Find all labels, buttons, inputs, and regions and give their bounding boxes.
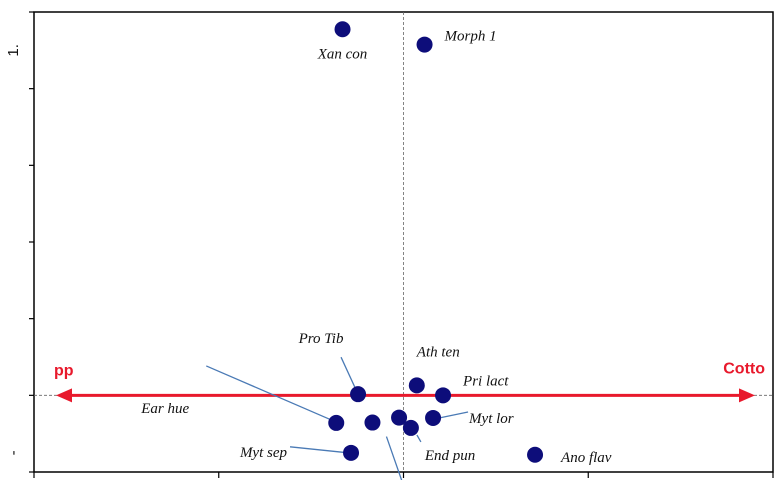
leader-line-10 — [416, 434, 422, 443]
point-label-1: Morph 1 — [444, 29, 497, 45]
arrow-label-right: Cotto — [723, 360, 765, 377]
data-point-7 — [408, 377, 425, 394]
arrow-head-right — [739, 388, 755, 403]
data-point-8 — [435, 387, 452, 404]
point-label-4: Myt sep — [239, 445, 288, 461]
leader-line-9 — [438, 411, 469, 419]
leader-line-3 — [205, 365, 332, 421]
data-point-10 — [402, 419, 419, 436]
data-point-5 — [364, 414, 381, 431]
data-point-3 — [328, 414, 345, 431]
data-point-2 — [350, 386, 367, 403]
data-point-9 — [425, 409, 442, 426]
arrow-head-left — [56, 388, 72, 403]
y-tick-label-0: 1. — [5, 44, 22, 57]
data-point-6 — [391, 409, 408, 426]
data-point-0 — [334, 21, 351, 38]
point-label-0: Xan con — [317, 46, 368, 62]
data-point-1 — [416, 36, 433, 53]
point-label-9: Myt lor — [468, 411, 514, 427]
point-label-8: Pri lact — [462, 373, 509, 389]
data-point-11 — [527, 446, 544, 463]
y-tick-label-1: - — [5, 450, 22, 455]
point-label-3: Ear hue — [140, 401, 189, 417]
data-point-4 — [343, 444, 360, 461]
point-label-10: End pun — [424, 448, 475, 464]
leader-line-5 — [385, 436, 403, 480]
arrow-label-left: pp — [54, 362, 74, 379]
point-label-7: Ath ten — [416, 344, 460, 360]
point-label-2: Pro Tib — [298, 331, 344, 347]
leader-line-4 — [289, 446, 349, 454]
point-label-11: Ano flav — [560, 450, 612, 466]
